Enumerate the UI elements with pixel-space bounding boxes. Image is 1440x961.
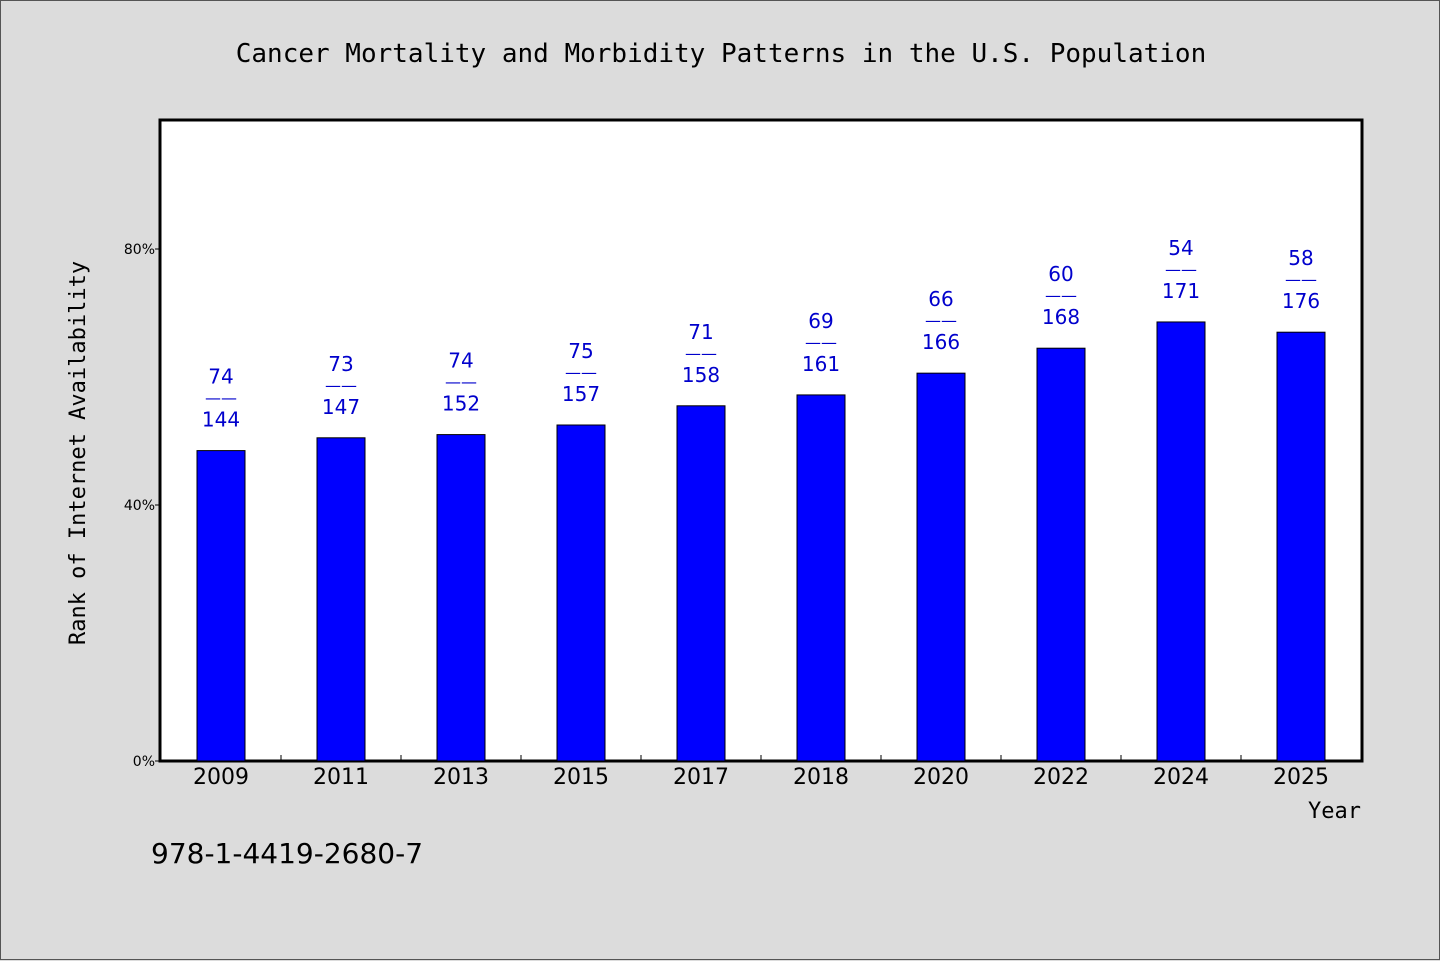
bar	[916, 372, 966, 762]
data-label-top: 71	[688, 320, 713, 344]
bar	[1156, 321, 1206, 762]
data-label-top: 74	[448, 349, 473, 373]
footer-code: 978-1-4419-2680-7	[151, 837, 423, 870]
data-label-bottom: 171	[1162, 279, 1200, 303]
bar	[1276, 331, 1326, 762]
x-axis-label: Year	[1308, 799, 1361, 824]
x-tick-label: 2020	[913, 765, 969, 790]
data-label-separator: ——	[565, 363, 597, 382]
y-tick-label: 40%	[124, 498, 155, 514]
data-label-separator: ——	[325, 376, 357, 395]
data-label-top: 73	[328, 352, 353, 376]
data-label-top: 60	[1048, 262, 1073, 286]
data-label-bottom: 147	[322, 395, 360, 419]
data-label-bottom: 161	[802, 352, 840, 376]
x-axis: 2009 2011 2013 2015 2017 2018 2020 2022 2024 2025	[193, 755, 1329, 790]
bar	[556, 424, 606, 762]
data-labels: 74——14473——14774——15275——15771——15869——1…	[202, 236, 1320, 432]
data-label-separator: ——	[685, 344, 717, 363]
data-label-separator: ——	[1285, 270, 1317, 289]
data-label-top: 54	[1168, 236, 1193, 260]
x-tick-label: 2018	[793, 765, 849, 790]
data-label-top: 58	[1288, 246, 1313, 270]
y-tick-label: 80%	[124, 242, 155, 258]
data-label-top: 69	[808, 309, 833, 333]
y-axis: 0% 40% 80%	[124, 242, 161, 770]
bar	[676, 405, 726, 762]
chart-title: Cancer Mortality and Morbidity Patterns …	[236, 39, 1207, 69]
bar	[436, 434, 486, 762]
data-label-bottom: 158	[682, 363, 720, 387]
bar-series	[196, 321, 1326, 762]
bar	[796, 394, 846, 762]
data-label-separator: ——	[1165, 260, 1197, 279]
data-label-separator: ——	[445, 373, 477, 392]
x-tick-label: 2011	[313, 765, 369, 790]
data-label-bottom: 176	[1282, 289, 1320, 313]
x-tick-label: 2022	[1033, 765, 1089, 790]
x-tick-label: 2025	[1273, 765, 1329, 790]
bar	[1036, 347, 1086, 762]
data-label-separator: ——	[1045, 286, 1077, 305]
data-label-bottom: 152	[442, 392, 480, 416]
data-label-bottom: 168	[1042, 305, 1080, 329]
data-label-bottom: 166	[922, 330, 960, 354]
x-tick-label: 2015	[553, 765, 609, 790]
y-tick-label: 0%	[133, 754, 155, 770]
data-label-bottom: 157	[562, 382, 600, 406]
data-label-separator: ——	[805, 333, 837, 352]
y-axis-label: Rank of Internet Availability	[66, 261, 91, 645]
data-label-top: 75	[568, 339, 593, 363]
data-label-top: 74	[208, 365, 233, 389]
bar	[196, 450, 246, 762]
x-tick-label: 2013	[433, 765, 489, 790]
x-tick-label: 2024	[1153, 765, 1209, 790]
data-label-bottom: 144	[202, 408, 240, 432]
data-label-separator: ——	[925, 311, 957, 330]
data-label-top: 66	[928, 287, 953, 311]
data-label-separator: ——	[205, 389, 237, 408]
bar	[316, 437, 366, 762]
x-tick-label: 2009	[193, 765, 249, 790]
x-tick-label: 2017	[673, 765, 729, 790]
